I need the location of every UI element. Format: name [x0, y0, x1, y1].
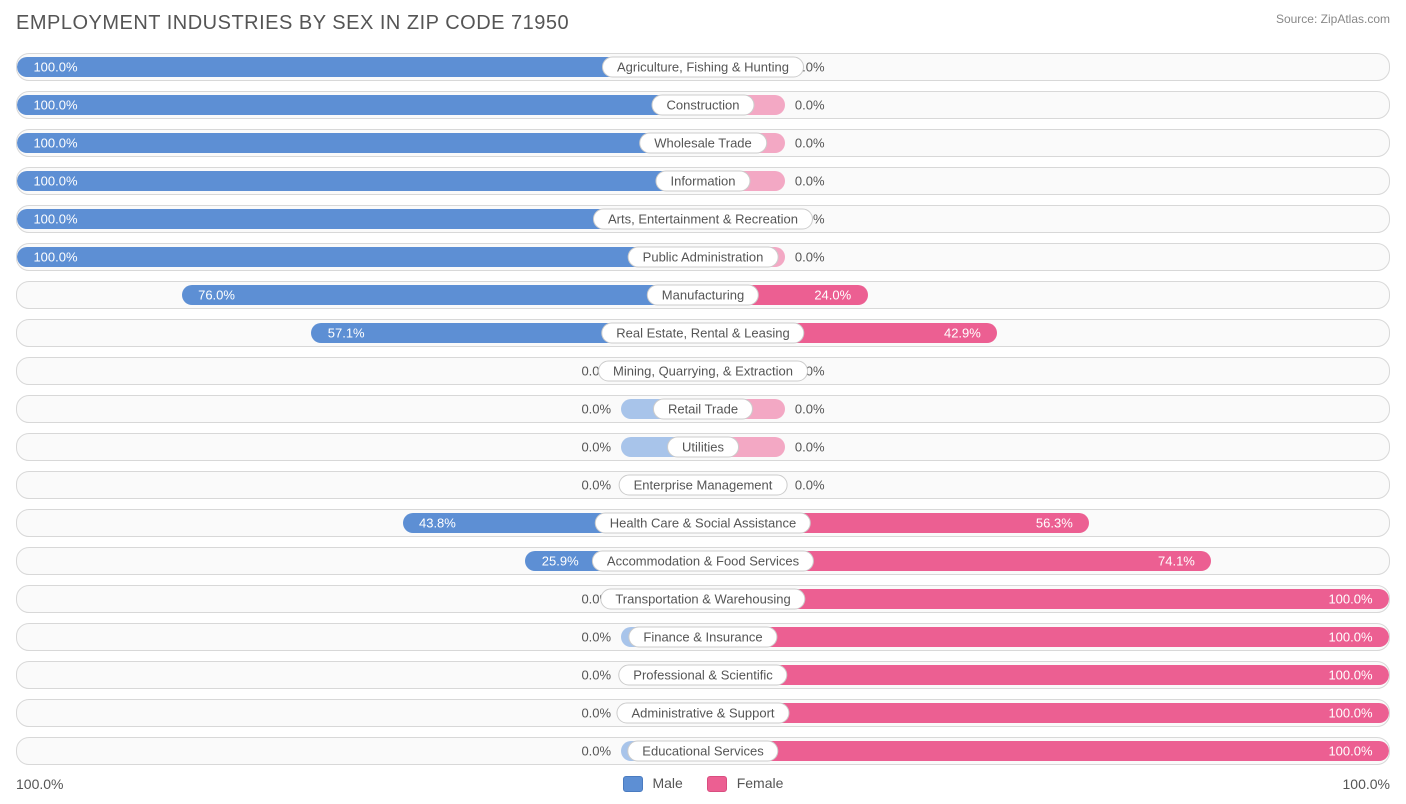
male-value: 100.0% [33, 250, 77, 265]
category-label: Retail Trade [653, 399, 753, 420]
male-bar [17, 247, 703, 267]
legend-male-label: Male [652, 775, 682, 791]
axis-right-label: 100.0% [1343, 776, 1390, 792]
male-value: 0.0% [581, 440, 611, 455]
category-label: Transportation & Warehousing [600, 589, 805, 610]
category-label: Manufacturing [647, 285, 759, 306]
female-bar [703, 741, 1389, 761]
male-value: 0.0% [581, 668, 611, 683]
category-label: Accommodation & Food Services [592, 551, 814, 572]
category-label: Agriculture, Fishing & Hunting [602, 57, 804, 78]
legend-female: Female [707, 775, 784, 792]
category-label: Health Care & Social Assistance [595, 513, 811, 534]
female-bar [703, 665, 1389, 685]
category-label: Public Administration [628, 247, 779, 268]
chart-source: Source: ZipAtlas.com [1276, 12, 1390, 26]
female-value: 24.0% [814, 288, 851, 303]
legend-female-label: Female [737, 775, 784, 791]
male-swatch-icon [623, 776, 643, 792]
category-label: Construction [652, 95, 755, 116]
male-bar [182, 285, 703, 305]
male-value: 0.0% [581, 478, 611, 493]
female-value: 0.0% [795, 402, 825, 417]
chart-title: EMPLOYMENT INDUSTRIES BY SEX IN ZIP CODE… [16, 12, 569, 35]
male-bar [17, 133, 703, 153]
chart-row: Public Administration 100.0% 0.0% [16, 243, 1390, 271]
category-label: Real Estate, Rental & Leasing [601, 323, 804, 344]
chart-header: EMPLOYMENT INDUSTRIES BY SEX IN ZIP CODE… [16, 12, 1390, 35]
chart-row: Finance & Insurance 0.0% 100.0% [16, 623, 1390, 651]
category-label: Educational Services [627, 741, 778, 762]
male-value: 0.0% [581, 402, 611, 417]
male-bar [17, 171, 703, 191]
male-value: 100.0% [33, 212, 77, 227]
male-value: 25.9% [542, 554, 579, 569]
male-value: 100.0% [33, 174, 77, 189]
diverging-bar-chart: Agriculture, Fishing & Hunting 100.0% 0.0%… [16, 53, 1390, 765]
chart-row: Construction 100.0% 0.0% [16, 91, 1390, 119]
female-bar [703, 589, 1389, 609]
male-value: 100.0% [33, 60, 77, 75]
female-value: 56.3% [1036, 516, 1073, 531]
category-label: Mining, Quarrying, & Extraction [598, 361, 808, 382]
axis-left-label: 100.0% [16, 776, 63, 792]
chart-row: Health Care & Social Assistance 43.8% 56.3… [16, 509, 1390, 537]
chart-row: Educational Services 0.0% 100.0% [16, 737, 1390, 765]
chart-row: Mining, Quarrying, & Extraction0.0%0.0% [16, 357, 1390, 385]
chart-row: Real Estate, Rental & Leasing 57.1% 42.9% [16, 319, 1390, 347]
female-bar [703, 703, 1389, 723]
male-value: 100.0% [33, 98, 77, 113]
female-value: 42.9% [944, 326, 981, 341]
female-value: 0.0% [795, 440, 825, 455]
male-value: 57.1% [328, 326, 365, 341]
category-label: Information [655, 171, 750, 192]
category-label: Finance & Insurance [628, 627, 777, 648]
female-value: 0.0% [795, 174, 825, 189]
chart-footer: 100.0% Male Female 100.0% [16, 775, 1390, 792]
category-label: Utilities [667, 437, 739, 458]
legend: Male Female [623, 775, 784, 792]
female-value: 0.0% [795, 136, 825, 151]
category-label: Wholesale Trade [639, 133, 767, 154]
chart-row: Professional & Scientific 0.0% 100.0% [16, 661, 1390, 689]
chart-row: Retail Trade 0.0% 0.0% [16, 395, 1390, 423]
legend-male: Male [623, 775, 683, 792]
female-bar [703, 627, 1389, 647]
category-label: Professional & Scientific [618, 665, 787, 686]
category-label: Administrative & Support [616, 703, 789, 724]
female-value: 74.1% [1158, 554, 1195, 569]
male-value: 0.0% [581, 630, 611, 645]
female-value: 100.0% [1328, 630, 1372, 645]
chart-row: Utilities 0.0% 0.0% [16, 433, 1390, 461]
female-value: 0.0% [795, 478, 825, 493]
female-value: 0.0% [795, 98, 825, 113]
male-value: 43.8% [419, 516, 456, 531]
chart-row: Accommodation & Food Services 25.9% 74.1% [16, 547, 1390, 575]
female-value: 100.0% [1328, 744, 1372, 759]
female-value: 0.0% [795, 250, 825, 265]
chart-row: Transportation & Warehousing0.0%100.0% [16, 585, 1390, 613]
female-value: 100.0% [1328, 668, 1372, 683]
category-label: Arts, Entertainment & Recreation [593, 209, 813, 230]
female-value: 100.0% [1328, 592, 1372, 607]
chart-row: Agriculture, Fishing & Hunting100.0%0.0% [16, 53, 1390, 81]
chart-row: Wholesale Trade 100.0% 0.0% [16, 129, 1390, 157]
male-bar [17, 57, 703, 77]
chart-row: Enterprise Management 0.0% 0.0% [16, 471, 1390, 499]
chart-row: Administrative & Support 0.0% 100.0% [16, 699, 1390, 727]
male-value: 0.0% [581, 744, 611, 759]
female-value: 100.0% [1328, 706, 1372, 721]
chart-row: Manufacturing 76.0% 24.0% [16, 281, 1390, 309]
male-value: 100.0% [33, 136, 77, 151]
male-bar [17, 95, 703, 115]
male-value: 0.0% [581, 706, 611, 721]
female-swatch-icon [707, 776, 727, 792]
category-label: Enterprise Management [619, 475, 788, 496]
chart-row: Arts, Entertainment & Recreation100.0%0.… [16, 205, 1390, 233]
male-value: 76.0% [198, 288, 235, 303]
chart-row: Information 100.0% 0.0% [16, 167, 1390, 195]
